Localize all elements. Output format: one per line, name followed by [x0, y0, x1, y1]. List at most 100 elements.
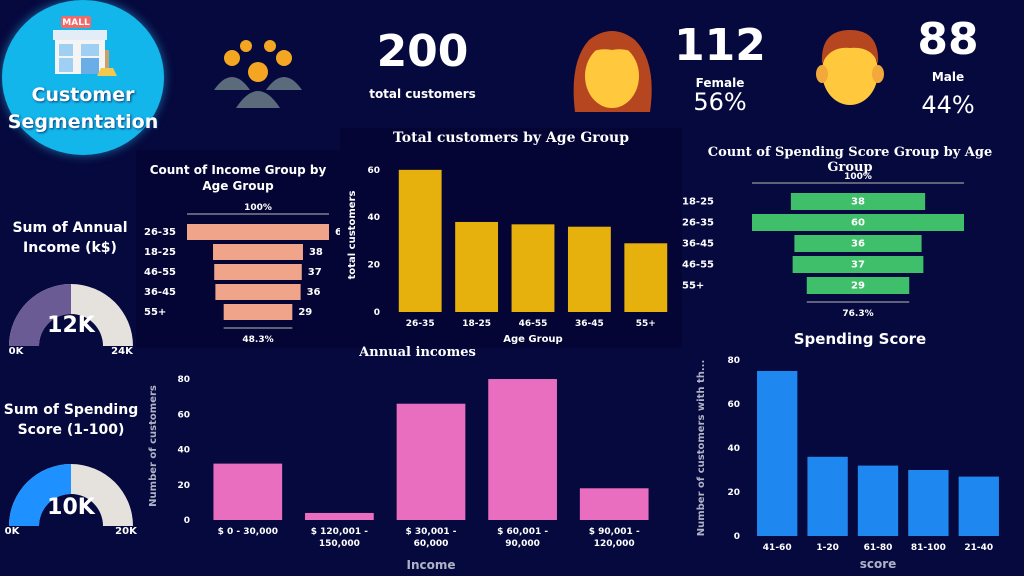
- funnel-category-label: 26-35: [682, 218, 714, 229]
- spend-bars-title: Spending Score: [793, 330, 927, 348]
- y-tick-label: 60: [177, 410, 190, 420]
- funnel-category-label: 46-55: [682, 260, 714, 271]
- x-tick-label: 150,000: [319, 539, 360, 549]
- mall-sign-text: MALL: [62, 18, 90, 28]
- funnel-category-label: 18-25: [682, 197, 714, 208]
- female-label: Female: [695, 76, 745, 90]
- male-pct: 44%: [921, 91, 975, 119]
- funnel-bottom-label: 76.3%: [842, 309, 873, 319]
- funnel-category-label: 55+: [682, 281, 704, 292]
- y-axis-title: Number of customers with th...: [696, 360, 707, 537]
- bar-1: [807, 456, 848, 536]
- x-tick-label: 120,000: [594, 539, 635, 549]
- funnel-value-label: 36: [307, 287, 321, 298]
- spend-funnel-title: Count of Spending Score Group by Age Gro…: [707, 145, 993, 175]
- y-axis-title: Number of customers: [148, 385, 159, 507]
- x-tick-label: 1-20: [816, 543, 839, 553]
- x-tick-label: 18-25: [462, 319, 491, 329]
- female-count: 112: [674, 20, 766, 71]
- male-label: Male: [931, 70, 965, 84]
- income-gauge-min: 0K: [9, 346, 25, 357]
- y-tick-label: 60: [727, 400, 740, 410]
- bar-3: [567, 226, 611, 312]
- funnel-top-label: 100%: [244, 203, 272, 213]
- funnel-bar-46-55: [214, 264, 302, 280]
- funnel-value-label: 60: [851, 218, 865, 229]
- y-tick-label: 20: [177, 481, 190, 491]
- funnel-bar-26-35: [752, 214, 964, 231]
- funnel-bar-36-45: [794, 235, 922, 252]
- x-tick-label: 90,000: [505, 539, 540, 549]
- income-funnel-chart: 100% 26-35 60 18-25 38 46-55 37 36-45 36 55+ 29 48.…: [144, 203, 340, 345]
- funnel-bar-18-25: [790, 193, 926, 210]
- x-tick-label: $ 0 - 30,000: [218, 527, 278, 537]
- funnel-value-label: 37: [308, 267, 322, 278]
- spending-gauge: 10K 0K 20K: [5, 464, 138, 537]
- bar-0: [213, 463, 283, 520]
- spend-bars-chart: 0 20 40 60 80 41-60 1-20 61-80 81-100 21-40 score N…: [696, 356, 999, 571]
- funnel-value-label: 29: [851, 281, 865, 292]
- female-avatar-icon: [573, 31, 652, 112]
- bar-1: [305, 512, 374, 520]
- funnel-bottom-label: 48.3%: [242, 335, 273, 345]
- total-customers-value: 200: [376, 26, 469, 77]
- funnel-category-label: 26-35: [144, 227, 176, 238]
- funnel-value-label: 29: [298, 307, 312, 318]
- funnel-category-label: 36-45: [144, 287, 176, 298]
- x-tick-label: 60,000: [414, 539, 449, 549]
- funnel-value-label: 38: [851, 197, 865, 208]
- bar-0: [398, 169, 442, 312]
- bar-2: [396, 403, 466, 520]
- income-gauge-value: 12K: [47, 313, 96, 338]
- bar-2: [511, 224, 555, 312]
- logo-title: Customer Segmentation: [7, 84, 159, 133]
- y-tick-label: 80: [177, 375, 190, 385]
- funnel-value-label: 38: [309, 247, 323, 258]
- x-axis-title: Age Group: [503, 334, 562, 345]
- x-tick-label: $ 120,001 -: [311, 527, 369, 537]
- x-tick-label: 36-45: [575, 319, 604, 329]
- age-bars-panel: Total customers by Age Group 0 20 40 60 26-3…: [340, 128, 682, 348]
- income-gauge: 12K 0K 24K: [9, 284, 134, 357]
- age-bars-title: Total customers by Age Group: [393, 130, 629, 146]
- y-axis-title: total customers: [347, 191, 358, 280]
- spending-gauge-min: 0K: [5, 526, 21, 537]
- spending-gauge-title: Sum of Spending Score (1-100): [3, 402, 139, 438]
- bar-2: [857, 465, 899, 536]
- y-tick-label: 20: [367, 261, 380, 271]
- x-tick-label: 21-40: [964, 543, 993, 553]
- bar-0: [757, 371, 798, 536]
- male-count: 88: [917, 14, 979, 65]
- age-bars-chart: 0 20 40 60 26-35 18-25 46-55 36-45 55+ Age Group t…: [347, 166, 668, 345]
- x-tick-label: $ 90,001 -: [589, 527, 640, 537]
- x-axis-title: score: [860, 557, 897, 571]
- income-funnel-title: Count of Income Group by Age Group: [149, 163, 327, 193]
- spending-gauge-max: 20K: [115, 526, 138, 537]
- y-tick-label: 40: [727, 444, 740, 454]
- y-tick-label: 60: [367, 166, 380, 176]
- bar-4: [958, 476, 999, 536]
- funnel-value-label: 36: [851, 239, 865, 250]
- x-axis-title: Income: [406, 558, 455, 572]
- total-customers-label: total customers: [369, 87, 476, 101]
- x-tick-label: 41-60: [763, 543, 792, 553]
- funnel-category-label: 36-45: [682, 239, 714, 250]
- funnel-top-label: 100%: [844, 172, 872, 182]
- spend-funnel-chart: 100% 18-25 38 26-35 60 36-45 36 46-55 37 55+ 29 76.…: [682, 172, 964, 319]
- funnel-category-label: 55+: [144, 307, 166, 318]
- funnel-value-label: 60: [335, 227, 340, 238]
- bar-1: [455, 221, 499, 312]
- x-tick-label: 55+: [636, 319, 656, 329]
- group-icon: [214, 40, 302, 108]
- y-tick-label: 40: [367, 213, 380, 223]
- bar-4: [624, 243, 668, 312]
- bar-3: [908, 470, 949, 536]
- y-tick-label: 20: [727, 488, 740, 498]
- income-bars-title: Annual incomes: [359, 345, 476, 360]
- income-funnel-panel: Count of Income Group by Age Group 100% 2…: [136, 150, 340, 348]
- y-tick-label: 0: [184, 516, 190, 526]
- store-icon: MALL: [53, 16, 117, 76]
- x-tick-label: 61-80: [864, 543, 893, 553]
- funnel-bar-55+: [806, 277, 910, 294]
- male-avatar-icon: [816, 30, 884, 105]
